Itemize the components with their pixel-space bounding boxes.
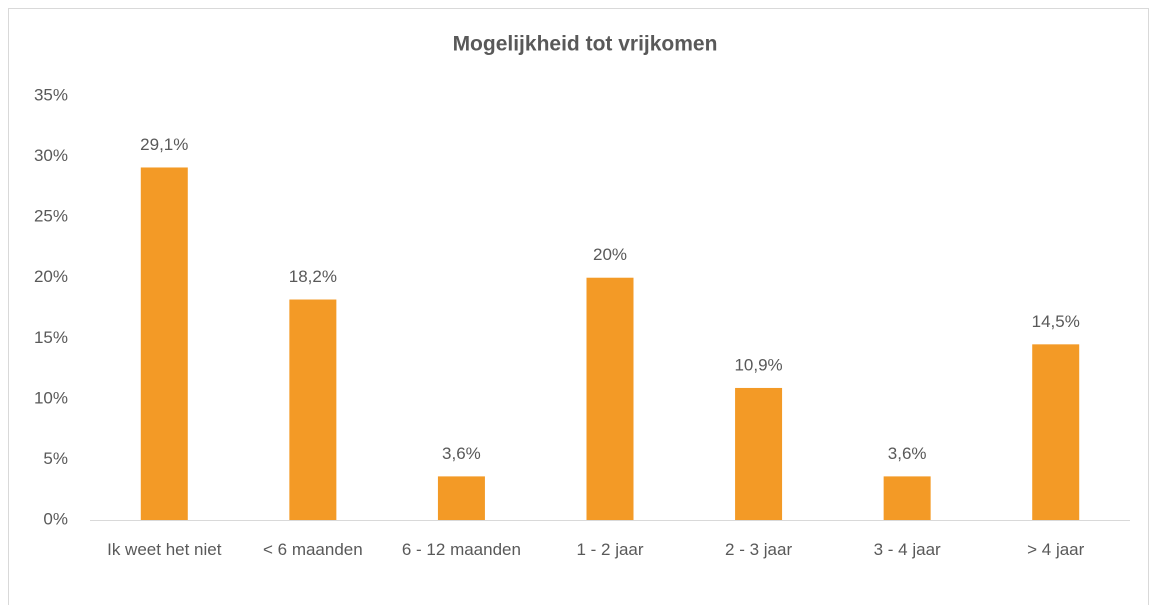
bar: [1032, 344, 1080, 520]
x-tick-label: > 4 jaar: [1027, 540, 1085, 559]
x-tick-label: 2 - 3 jaar: [725, 540, 793, 559]
x-tick-label: 6 - 12 maanden: [401, 540, 521, 559]
data-label: 20%: [593, 245, 627, 264]
y-tick-label: 15%: [34, 328, 68, 347]
x-tick-label: Ik weet het niet: [107, 540, 222, 559]
data-label: 10,9%: [734, 355, 782, 374]
x-tick-label: 1 - 2 jaar: [576, 540, 644, 559]
chart-title: Mogelijkheid tot vrijkomen: [453, 33, 718, 56]
data-label: 14,5%: [1032, 312, 1080, 331]
data-label: 3,6%: [888, 444, 927, 463]
bar: [735, 387, 783, 520]
y-tick-label: 20%: [34, 267, 68, 286]
bar: [437, 476, 485, 520]
y-tick-label: 10%: [34, 388, 68, 407]
y-tick-label: 5%: [43, 449, 68, 468]
data-label: 18,2%: [289, 267, 337, 286]
y-tick-label: 25%: [34, 207, 68, 226]
data-label: 3,6%: [442, 444, 481, 463]
chart-border: [8, 8, 1149, 605]
bar: [586, 277, 634, 520]
bar: [883, 476, 931, 520]
y-tick-label: 35%: [34, 85, 68, 104]
y-tick-label: 30%: [34, 146, 68, 165]
data-label: 29,1%: [140, 135, 188, 154]
x-tick-label: < 6 maanden: [262, 540, 363, 559]
bar: [140, 167, 188, 520]
bar: [289, 299, 337, 520]
y-tick-label: 0%: [43, 509, 68, 528]
x-tick-label: 3 - 4 jaar: [873, 540, 941, 559]
